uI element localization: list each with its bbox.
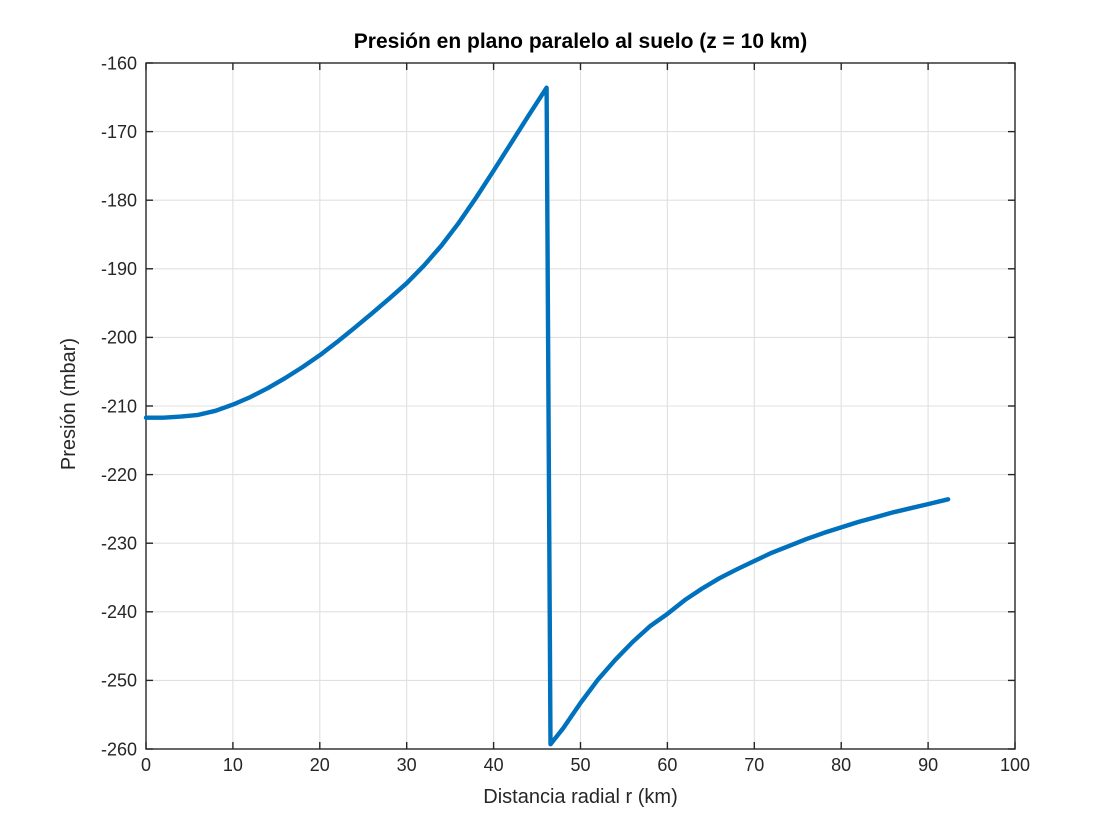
x-tick-label: 70 [744, 755, 764, 775]
x-tick-label: 80 [831, 755, 851, 775]
x-tick-label: 90 [918, 755, 938, 775]
x-tick-label: 50 [570, 755, 590, 775]
y-axis-label: Presión (mbar) [58, 337, 80, 471]
y-tick-label: -260 [101, 739, 137, 759]
y-tick-label: -230 [101, 534, 137, 554]
y-tick-label: -160 [101, 53, 137, 73]
y-tick-label: -170 [101, 122, 137, 142]
x-tick-label: 30 [397, 755, 417, 775]
x-tick-label: 40 [484, 755, 504, 775]
x-axis-label: Distancia radial r (km) [483, 786, 678, 808]
y-tick-label: -200 [101, 328, 137, 348]
y-tick-label: -220 [101, 465, 137, 485]
x-tick-label: 60 [657, 755, 677, 775]
y-tick-label: -210 [101, 396, 137, 416]
x-tick-label: 20 [310, 755, 330, 775]
pressure-curve [143, 85, 951, 747]
y-tick-label: -180 [101, 191, 137, 211]
x-tick-label: 0 [141, 755, 151, 775]
y-tick-label: -250 [101, 671, 137, 691]
x-tick-label: 100 [1000, 755, 1030, 775]
x-tick-label: 10 [223, 755, 243, 775]
y-tick-label: -190 [101, 259, 137, 279]
chart-title: Presión en plano paralelo al suelo (z = … [353, 30, 808, 53]
y-tick-label: -240 [101, 602, 137, 622]
